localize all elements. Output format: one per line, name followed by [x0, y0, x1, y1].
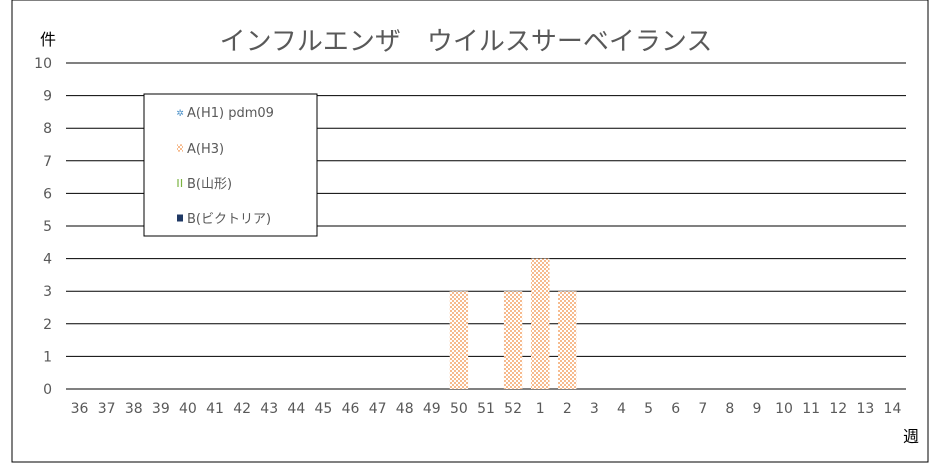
- x-tick-label: 10: [775, 401, 793, 417]
- legend-marker: [177, 179, 183, 187]
- x-tick-label: 12: [829, 401, 847, 417]
- y-tick-label: 0: [43, 382, 52, 398]
- y-tick-label: 7: [43, 154, 52, 170]
- x-tick-label: 39: [152, 401, 170, 417]
- x-tick-label: 7: [698, 401, 707, 417]
- legend-label: A(H1) pdm09: [187, 106, 274, 121]
- x-tick-label: 43: [260, 401, 278, 417]
- x-tick-label: 2: [563, 401, 572, 417]
- legend: ✲ A(H1) pdm09 A(H3) B(山形) B(ビクトリア): [143, 93, 318, 237]
- x-tick-label: 3: [590, 401, 599, 417]
- y-tick-label: 10: [34, 56, 52, 72]
- x-tick-label: 4: [617, 401, 626, 417]
- x-tick-label: 14: [884, 401, 902, 417]
- bar: [530, 258, 550, 389]
- y-tick-label: 6: [43, 186, 52, 202]
- x-tick-label: 47: [369, 401, 387, 417]
- x-tick-label: 11: [802, 401, 820, 417]
- legend-label: B(ビクトリア): [187, 212, 271, 227]
- x-tick-label: 8: [725, 401, 734, 417]
- x-tick-label: 46: [342, 401, 360, 417]
- y-tick-label: 8: [43, 121, 52, 137]
- y-tick-label: 5: [43, 219, 52, 235]
- x-tick-label: 38: [125, 401, 143, 417]
- x-tick-label: 48: [396, 401, 414, 417]
- legend-label: A(H3): [187, 142, 224, 157]
- chart-title: インフルエンザ ウイルスサーベイランス: [220, 27, 713, 57]
- x-tick-label: 52: [504, 401, 522, 417]
- x-tick-label: 1: [536, 401, 545, 417]
- y-axis-ticks: 0 1 2 3 4 5 6 7 8 9 10: [34, 56, 52, 398]
- y-tick-label: 2: [43, 317, 52, 333]
- bar: [449, 291, 469, 389]
- x-tick-label: 5: [644, 401, 653, 417]
- x-tick-label: 51: [477, 401, 495, 417]
- x-tick-label: 50: [450, 401, 468, 417]
- legend-label: B(山形): [187, 177, 232, 192]
- bar: [503, 291, 523, 389]
- legend-marker: ✲: [176, 109, 184, 119]
- x-tick-label: 6: [671, 401, 680, 417]
- x-tick-label: 49: [423, 401, 441, 417]
- x-tick-label: 9: [753, 401, 762, 417]
- legend-box: [143, 93, 318, 237]
- x-axis-unit-label: 週: [903, 427, 919, 446]
- x-tick-label: 37: [98, 401, 116, 417]
- x-tick-label: 42: [233, 401, 251, 417]
- y-tick-label: 1: [43, 349, 52, 365]
- y-tick-label: 4: [43, 252, 52, 268]
- bars: [449, 258, 577, 389]
- y-axis-unit-label: 件: [40, 30, 56, 49]
- x-tick-label: 36: [71, 401, 89, 417]
- x-tick-label: 13: [856, 401, 874, 417]
- bar: [558, 291, 577, 389]
- x-tick-label: 40: [179, 401, 197, 417]
- y-tick-label: 3: [43, 284, 52, 300]
- x-tick-label: 45: [315, 401, 333, 417]
- y-tick-label: 9: [43, 89, 52, 105]
- legend-marker: [177, 214, 183, 222]
- x-tick-label: 41: [206, 401, 224, 417]
- x-tick-label: 44: [287, 401, 305, 417]
- x-axis-ticks: 36 37 38 39 40 41 42 43 44 45 46 47 48 49 50 51 52 1 2 3 4 5 6…: [71, 401, 902, 417]
- legend-marker: [177, 144, 183, 152]
